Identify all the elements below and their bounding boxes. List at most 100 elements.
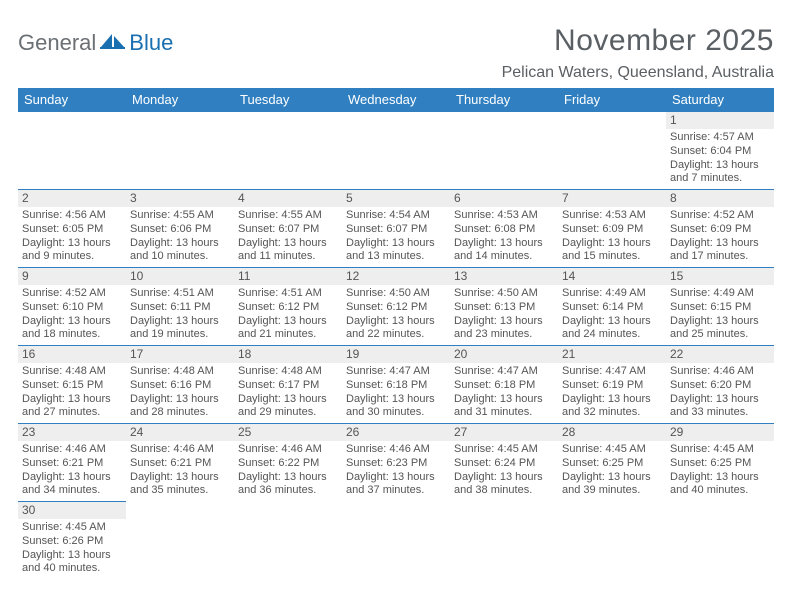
daylight-line: Daylight: 13 hours and 39 minutes.: [562, 471, 662, 499]
daylight-line: Daylight: 13 hours and 29 minutes.: [238, 393, 338, 421]
calendar-cell: 28Sunrise: 4:45 AMSunset: 6:25 PMDayligh…: [558, 423, 666, 501]
calendar-cell: 20Sunrise: 4:47 AMSunset: 6:18 PMDayligh…: [450, 345, 558, 423]
day-number: 1: [666, 112, 774, 129]
daylight-line: Daylight: 13 hours and 34 minutes.: [22, 471, 122, 499]
daylight-line: Daylight: 13 hours and 38 minutes.: [454, 471, 554, 499]
sunrise-line: Sunrise: 4:51 AM: [130, 287, 230, 301]
sunrise-line: Sunrise: 4:46 AM: [346, 443, 446, 457]
header: General Blue November 2025 Pelican Water…: [18, 24, 774, 82]
sunrise-line: Sunrise: 4:48 AM: [22, 365, 122, 379]
daylight-line: Daylight: 13 hours and 18 minutes.: [22, 315, 122, 343]
sunset-line: Sunset: 6:26 PM: [22, 535, 122, 549]
calendar-cell: 1 Sunrise: 4:57 AMSunset: 6:04 PMDaylight…: [666, 112, 774, 189]
daylight-line: Daylight: 13 hours and 30 minutes.: [346, 393, 446, 421]
sunrise-line: Sunrise: 4:46 AM: [22, 443, 122, 457]
daylight-line: Daylight: 13 hours and 24 minutes.: [562, 315, 662, 343]
day-number: 21: [558, 346, 666, 363]
weekday-header: Tuesday: [234, 88, 342, 112]
sunrise-line: Sunrise: 4:50 AM: [454, 287, 554, 301]
calendar-cell: 17Sunrise: 4:48 AMSunset: 6:16 PMDayligh…: [126, 345, 234, 423]
day-number: 29: [666, 424, 774, 441]
daylight-line: Daylight: 13 hours and 7 minutes.: [670, 159, 770, 187]
sunrise-line: Sunrise: 4:56 AM: [22, 209, 122, 223]
daylight-line: Daylight: 13 hours and 10 minutes.: [130, 237, 230, 265]
sunrise-line: Sunrise: 4:47 AM: [346, 365, 446, 379]
daylight-line: Daylight: 13 hours and 25 minutes.: [670, 315, 770, 343]
day-number: 5: [342, 190, 450, 207]
sunrise-line: Sunrise: 4:54 AM: [346, 209, 446, 223]
day-number: 16: [18, 346, 126, 363]
sunrise-line: Sunrise: 4:52 AM: [22, 287, 122, 301]
weekday-header: Friday: [558, 88, 666, 112]
weekday-header: Saturday: [666, 88, 774, 112]
calendar-cell: 7Sunrise: 4:53 AMSunset: 6:09 PMDaylight…: [558, 189, 666, 267]
daylight-line: Daylight: 13 hours and 17 minutes.: [670, 237, 770, 265]
day-number: 15: [666, 268, 774, 285]
day-number: 9: [18, 268, 126, 285]
daylight-line: Daylight: 13 hours and 13 minutes.: [346, 237, 446, 265]
daylight-line: Daylight: 13 hours and 35 minutes.: [130, 471, 230, 499]
day-number: 17: [126, 346, 234, 363]
sunset-line: Sunset: 6:23 PM: [346, 457, 446, 471]
day-number: 22: [666, 346, 774, 363]
sunset-line: Sunset: 6:18 PM: [346, 379, 446, 393]
daylight-line: Daylight: 13 hours and 27 minutes.: [22, 393, 122, 421]
sunrise-line: Sunrise: 4:45 AM: [22, 521, 122, 535]
calendar-cell: 15Sunrise: 4:49 AMSunset: 6:15 PMDayligh…: [666, 267, 774, 345]
sunset-line: Sunset: 6:14 PM: [562, 301, 662, 315]
day-number: 3: [126, 190, 234, 207]
calendar-cell: 27 Sunrise: 4:45 AMSunset: 6:24 PMDayligh…: [450, 423, 558, 501]
daylight-line: Daylight: 13 hours and 19 minutes.: [130, 315, 230, 343]
sunrise-line: Sunrise: 4:48 AM: [130, 365, 230, 379]
calendar-cell: 14Sunrise: 4:49 AMSunset: 6:14 PMDayligh…: [558, 267, 666, 345]
day-number: 25: [234, 424, 342, 441]
weekday-header: Sunday: [18, 88, 126, 112]
sunrise-line: Sunrise: 4:57 AM: [670, 131, 770, 145]
day-number: 27: [450, 424, 558, 441]
day-number: 14: [558, 268, 666, 285]
day-number: 4: [234, 190, 342, 207]
day-number: 28: [558, 424, 666, 441]
calendar-cell: 29Sunrise: 4:45 AMSunset: 6:25 PMDayligh…: [666, 423, 774, 501]
brand-part2: Blue: [129, 30, 173, 56]
daylight-line: Daylight: 13 hours and 32 minutes.: [562, 393, 662, 421]
daylight-line: Daylight: 13 hours and 22 minutes.: [346, 315, 446, 343]
calendar-cell: 9Sunrise: 4:52 AMSunset: 6:10 PMDaylight…: [18, 267, 126, 345]
sunrise-line: Sunrise: 4:46 AM: [130, 443, 230, 457]
sunset-line: Sunset: 6:21 PM: [130, 457, 230, 471]
sunset-line: Sunset: 6:12 PM: [346, 301, 446, 315]
daylight-line: Daylight: 13 hours and 33 minutes.: [670, 393, 770, 421]
sunset-line: Sunset: 6:06 PM: [130, 223, 230, 237]
calendar-cell: 26Sunrise: 4:46 AMSunset: 6:23 PMDayligh…: [342, 423, 450, 501]
page-title: November 2025: [502, 24, 774, 58]
calendar-cell: 16Sunrise: 4:48 AMSunset: 6:15 PMDayligh…: [18, 345, 126, 423]
sunset-line: Sunset: 6:04 PM: [670, 145, 770, 159]
title-block: November 2025 Pelican Waters, Queensland…: [502, 24, 774, 82]
calendar-cell: 21Sunrise: 4:47 AMSunset: 6:19 PMDayligh…: [558, 345, 666, 423]
day-number: 7: [558, 190, 666, 207]
day-number: 24: [126, 424, 234, 441]
day-number: 8: [666, 190, 774, 207]
brand-sail-icon: [99, 32, 127, 50]
calendar-cell: 30Sunrise: 4:45 AMSunset: 6:26 PMDayligh…: [18, 501, 126, 579]
calendar-cell: 22Sunrise: 4:46 AMSunset: 6:20 PMDayligh…: [666, 345, 774, 423]
day-number: 30: [18, 502, 126, 519]
sunset-line: Sunset: 6:21 PM: [22, 457, 122, 471]
sunrise-line: Sunrise: 4:53 AM: [562, 209, 662, 223]
day-number: 11: [234, 268, 342, 285]
sunset-line: Sunset: 6:24 PM: [454, 457, 554, 471]
daylight-line: Daylight: 13 hours and 14 minutes.: [454, 237, 554, 265]
sunset-line: Sunset: 6:17 PM: [238, 379, 338, 393]
sunrise-line: Sunrise: 4:45 AM: [670, 443, 770, 457]
daylight-line: Daylight: 13 hours and 21 minutes.: [238, 315, 338, 343]
location-subtitle: Pelican Waters, Queensland, Australia: [502, 64, 774, 82]
day-number: 13: [450, 268, 558, 285]
calendar-grid: 1Sunrise: 4:57 AMSunset: 6:04 PMDaylight…: [18, 112, 774, 579]
daylight-line: Daylight: 13 hours and 15 minutes.: [562, 237, 662, 265]
calendar-cell-empty: [558, 112, 666, 189]
sunrise-line: Sunrise: 4:45 AM: [454, 443, 554, 457]
daylight-line: Daylight: 13 hours and 9 minutes.: [22, 237, 122, 265]
sunset-line: Sunset: 6:07 PM: [346, 223, 446, 237]
sunset-line: Sunset: 6:25 PM: [670, 457, 770, 471]
calendar-cell-empty: [450, 112, 558, 189]
